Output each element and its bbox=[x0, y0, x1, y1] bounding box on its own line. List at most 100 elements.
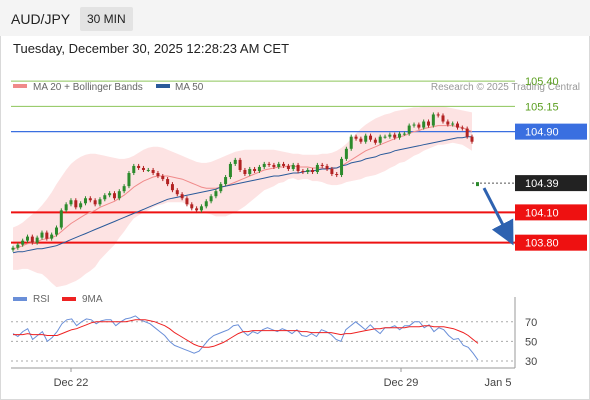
level-label-box-support bbox=[515, 234, 587, 251]
candle-body bbox=[190, 204, 194, 209]
candle-body bbox=[141, 167, 145, 170]
candle-body bbox=[233, 159, 237, 164]
candle-body bbox=[175, 190, 179, 195]
candle-body bbox=[40, 232, 44, 238]
forecast bbox=[476, 182, 514, 246]
level-label-current: 104.39 bbox=[525, 178, 559, 190]
candle-body bbox=[127, 173, 131, 187]
rsi-tick-label: 70 bbox=[525, 317, 537, 329]
candle-body bbox=[25, 236, 29, 241]
candle-body bbox=[262, 163, 266, 167]
bollinger-bands bbox=[13, 106, 472, 288]
candle-body bbox=[267, 163, 271, 165]
candle-body bbox=[151, 169, 155, 174]
candle-body bbox=[422, 121, 426, 128]
candle-body bbox=[277, 163, 281, 167]
candle-body bbox=[30, 236, 34, 243]
candle-body bbox=[306, 169, 310, 172]
candle-body bbox=[248, 168, 252, 175]
candle-body bbox=[470, 136, 474, 142]
candle-body bbox=[64, 204, 68, 211]
forecast-arrow bbox=[482, 187, 514, 246]
candle-body bbox=[272, 164, 276, 167]
level-label-resistance: 105.40 bbox=[525, 76, 559, 88]
candle-body bbox=[166, 179, 170, 185]
level-label-support: 104.10 bbox=[525, 207, 559, 219]
moving-averages bbox=[12, 125, 473, 254]
x-tick-label: Dec 22 bbox=[54, 377, 89, 389]
candle-body bbox=[238, 159, 242, 170]
candle-body bbox=[21, 240, 25, 245]
candle-body bbox=[388, 134, 392, 137]
candle-body bbox=[354, 136, 358, 139]
candle-body bbox=[320, 164, 324, 166]
level-label-box-support bbox=[515, 204, 587, 221]
candle-body bbox=[412, 124, 416, 126]
legend-swatch-bollinger bbox=[13, 84, 27, 88]
candle-body bbox=[112, 193, 116, 199]
candle-body bbox=[199, 206, 203, 211]
candle-body bbox=[301, 170, 305, 172]
candle-body bbox=[161, 176, 165, 180]
candle-body bbox=[393, 134, 397, 138]
ma50-line bbox=[12, 136, 472, 254]
candle-body bbox=[88, 198, 92, 201]
candle-body bbox=[35, 237, 39, 243]
level-label-box-pivot bbox=[515, 123, 587, 140]
candle-body bbox=[325, 165, 329, 169]
timestamp: Tuesday, December 30, 2025 12:28:23 AM C… bbox=[13, 41, 290, 56]
candlesticks bbox=[11, 112, 474, 252]
level-label-support: 103.80 bbox=[525, 238, 559, 250]
candle-body bbox=[16, 244, 20, 248]
currency-pair: AUD/JPY bbox=[11, 11, 71, 27]
candle-body bbox=[224, 177, 228, 185]
rsi-panel: 70 50 30 bbox=[11, 315, 537, 368]
rsi-tick-label: 30 bbox=[525, 356, 537, 368]
candle-body bbox=[209, 196, 213, 202]
candle-body bbox=[311, 169, 315, 172]
legend-label-9ma: 9MA bbox=[82, 294, 103, 305]
current-candle bbox=[476, 182, 479, 187]
candle-body bbox=[446, 121, 450, 125]
candle-body bbox=[315, 164, 319, 172]
candle-body bbox=[79, 203, 83, 208]
candle-body bbox=[373, 139, 377, 143]
candle-body bbox=[330, 168, 334, 175]
timeframe-button[interactable]: 30 MIN bbox=[80, 7, 133, 31]
x-tick-label: Jan 5 bbox=[485, 377, 512, 389]
legend-label-bollinger: MA 20 + Bollinger Bands bbox=[33, 82, 143, 93]
candle-body bbox=[180, 194, 184, 199]
rsi-ma-line bbox=[13, 319, 479, 348]
level-label-box-current bbox=[515, 175, 587, 192]
candle-body bbox=[219, 184, 223, 192]
candle-body bbox=[156, 173, 160, 177]
x-tick-label: Dec 29 bbox=[384, 377, 419, 389]
candle-body bbox=[137, 165, 141, 168]
candle-body bbox=[257, 166, 261, 171]
candle-body bbox=[398, 133, 402, 138]
candle-body bbox=[364, 135, 368, 142]
candle-body bbox=[83, 198, 87, 204]
candle-body bbox=[45, 232, 49, 239]
candle-body bbox=[383, 136, 387, 138]
candle-body bbox=[282, 163, 286, 166]
candle-body bbox=[103, 195, 107, 200]
legend-swatch-rsi bbox=[13, 297, 27, 301]
candle-body bbox=[11, 247, 15, 250]
rsi-tick-label: 50 bbox=[525, 336, 537, 348]
credit: Research © 2025 Trading Central bbox=[431, 82, 580, 93]
x-axis: Dec 22 Dec 29 Jan 5 bbox=[54, 368, 512, 389]
candle-body bbox=[359, 138, 363, 142]
legend-label-ma50: MA 50 bbox=[175, 82, 204, 93]
candle-body bbox=[460, 127, 464, 129]
candle-body bbox=[436, 114, 440, 116]
legend-swatch-ma50 bbox=[156, 84, 170, 88]
candle-body bbox=[98, 199, 102, 205]
level-label-pivot: 104.90 bbox=[525, 127, 559, 139]
candle-body bbox=[243, 169, 247, 175]
candle-body bbox=[195, 208, 199, 211]
candle-body bbox=[54, 227, 58, 235]
candle-body bbox=[407, 125, 411, 134]
candle-body bbox=[296, 164, 300, 171]
